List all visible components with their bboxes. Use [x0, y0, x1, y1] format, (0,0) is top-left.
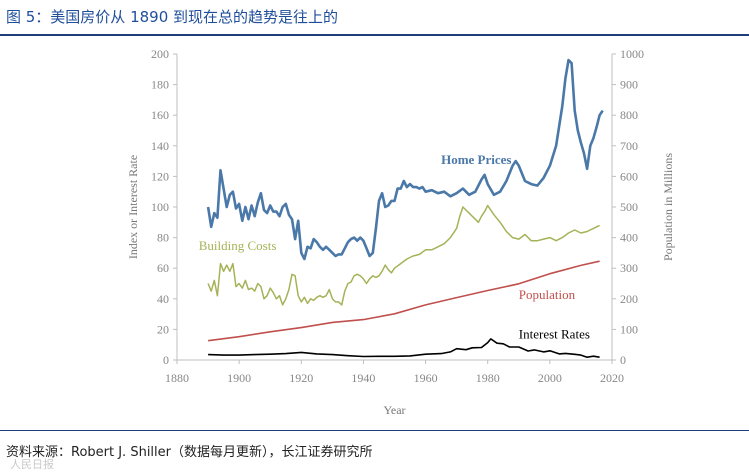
- x-axis-title: Year: [383, 403, 405, 417]
- y-right-tick-label: 500: [620, 200, 638, 214]
- series-label-building-costs: Building Costs: [199, 238, 277, 253]
- x-tick-label: 2020: [600, 371, 624, 385]
- axes: [173, 53, 616, 364]
- top-rule: [0, 34, 749, 36]
- y-left-tick-label: 140: [151, 139, 169, 153]
- series-line-building-costs: [207, 204, 600, 306]
- source-note: 资料来源：Robert J. Shiller（数据每月更新），长江证券研究所: [6, 445, 373, 460]
- tick-labels: 0204060801001201401601802000100200300400…: [151, 47, 644, 385]
- x-tick-label: 2000: [538, 371, 562, 385]
- y-right-tick-label: 700: [620, 139, 638, 153]
- y-axis-left-title: Index or Interest Rate: [126, 155, 140, 259]
- y-axis-right-title: Population in Millions: [661, 153, 675, 261]
- series-lines: [206, 58, 604, 359]
- series-line-population: [207, 260, 600, 342]
- figure-title: 图 5：美国房价从 1890 到现在总的趋势是往上的: [6, 8, 339, 26]
- bottom-rule: [0, 430, 749, 431]
- y-right-tick-label: 300: [620, 261, 638, 275]
- chart: 0204060801001201401601802000100200300400…: [126, 47, 675, 417]
- y-left-tick-label: 80: [157, 231, 169, 245]
- y-right-tick-label: 600: [620, 169, 638, 183]
- x-tick-label: 1980: [476, 371, 500, 385]
- y-right-tick-label: 900: [620, 78, 638, 92]
- y-right-tick-label: 400: [620, 231, 638, 245]
- y-left-tick-label: 120: [151, 169, 169, 183]
- y-left-tick-label: 60: [157, 261, 169, 275]
- y-left-tick-label: 20: [157, 322, 169, 336]
- y-left-tick-label: 40: [157, 292, 169, 306]
- series-label-home-prices: Home Prices: [441, 152, 511, 167]
- y-right-tick-label: 100: [620, 322, 638, 336]
- x-tick-label: 1920: [289, 371, 313, 385]
- x-tick-label: 1880: [165, 371, 189, 385]
- watermark: 人民日报: [10, 458, 54, 471]
- series-line-interest-rates: [208, 338, 600, 359]
- y-left-tick-label: 200: [151, 47, 169, 61]
- series-labels: Home Prices Building Costs Population Inter…: [199, 152, 590, 341]
- series-label-interest-rates: Interest Rates: [519, 327, 590, 342]
- y-right-tick-label: 200: [620, 292, 638, 306]
- y-left-tick-label: 0: [163, 353, 169, 367]
- y-left-tick-label: 180: [151, 78, 169, 92]
- x-tick-label: 1960: [414, 371, 438, 385]
- series-label-population: Population: [519, 287, 576, 302]
- y-right-tick-label: 800: [620, 108, 638, 122]
- y-left-tick-label: 100: [151, 200, 169, 214]
- x-tick-label: 1900: [227, 371, 251, 385]
- y-left-tick-label: 160: [151, 108, 169, 122]
- x-tick-label: 1940: [351, 371, 375, 385]
- y-right-tick-label: 1000: [620, 47, 644, 61]
- series-line-home-prices: [206, 58, 604, 261]
- y-right-tick-label: 0: [620, 353, 626, 367]
